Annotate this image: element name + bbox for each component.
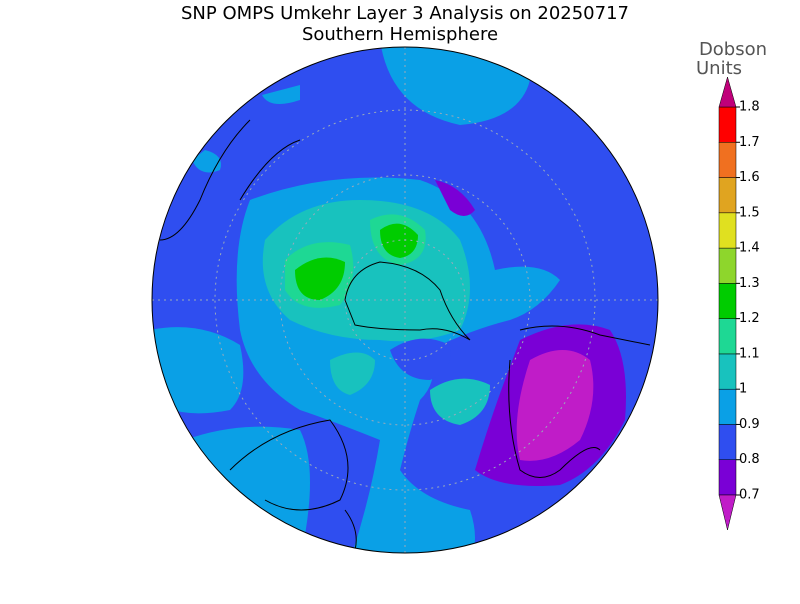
colorbar-tick-label: 0.7: [739, 488, 760, 503]
unit-label: Units: [696, 58, 742, 79]
colorbar-band: [718, 424, 737, 460]
colorbar-tick-label: 1.1: [739, 346, 760, 361]
colorbar-band: [718, 106, 737, 143]
title: SNP OMPS Umkehr Layer 3 Analysis on 2025…: [181, 3, 629, 24]
colorbar-tick-label: 1.5: [739, 205, 760, 220]
colorbar-band: [718, 177, 737, 214]
colorbar-band: [718, 247, 737, 284]
colorbar-tick-label: 0.8: [739, 452, 760, 467]
colorbar-tick-label: 1.6: [739, 170, 760, 185]
colorbar-band: [718, 212, 737, 249]
colorbar-band: [718, 353, 737, 390]
colorbar-tick-label: 1.4: [739, 241, 760, 256]
unit-label: Dobson: [699, 39, 767, 60]
colorbar-band: [718, 283, 737, 319]
colorbar-tick-label: 1.2: [739, 311, 760, 326]
colorbar: 0.7 0.8 0.9 1 1.1 1.2 1.3 1.4 1.5 1.6 1.7 1.8: [718, 76, 760, 531]
colorbar-tick-label: 0.9: [739, 417, 760, 432]
colorbar-band: [718, 459, 737, 496]
colorbar-under: [718, 494, 737, 531]
colorbar-over: [718, 76, 737, 108]
subtitle: Southern Hemisphere: [302, 24, 498, 45]
colorbar-tick-label: 1: [739, 382, 747, 397]
colorbar-band: [718, 388, 737, 425]
map-border: [151, 46, 659, 554]
map: [152, 47, 658, 553]
colorbar-tick-label: 1.8: [739, 100, 760, 115]
colorbar-band: [718, 142, 737, 178]
colorbar-tick-label: 1.7: [739, 135, 760, 150]
colorbar-band: [718, 318, 737, 355]
colorbar-tick-label: 1.3: [739, 276, 760, 291]
